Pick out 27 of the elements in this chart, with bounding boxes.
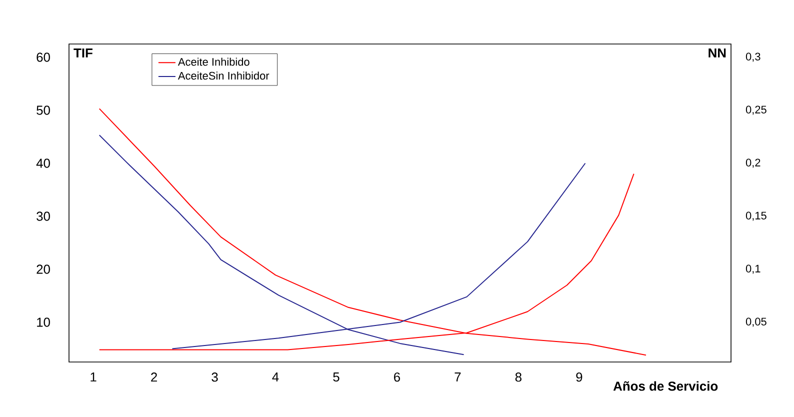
x-tick-label: 1	[90, 372, 96, 382]
x-tick-label: 9	[576, 372, 582, 382]
x-axis-title: Años de Servicio	[613, 381, 718, 391]
y2-tick-label: 0,2	[746, 158, 760, 168]
legend-label: AceiteSin Inhibidor	[178, 72, 270, 80]
x-tick-label: 7	[454, 372, 461, 382]
x-tick-label: 5	[333, 372, 340, 382]
legend-label: Aceite Inhibido	[178, 58, 250, 66]
y-tick-label: 10	[37, 318, 50, 327]
y2-axis-title: NN	[708, 48, 726, 58]
y2-tick-label: 0,05	[746, 318, 766, 327]
y-tick-label: 40	[36, 158, 50, 168]
x-tick-label: 3	[212, 372, 218, 382]
y-tick-label: 30	[36, 212, 50, 221]
y2-tick-label: 0,3	[746, 52, 760, 62]
x-tick-label: 4	[272, 372, 279, 382]
y2-tick-label: 0,1	[746, 264, 760, 274]
y-tick-label: 20	[36, 264, 50, 274]
y-tick-label: 60	[36, 52, 50, 62]
x-tick-label: 6	[394, 372, 400, 382]
y2-tick-label: 0,15	[746, 212, 766, 221]
y-axis-title: TIF	[74, 48, 92, 58]
y-tick-label: 50	[36, 106, 50, 115]
y2-tick-label: 0,25	[746, 106, 766, 115]
x-tick-label: 8	[515, 372, 522, 382]
x-tick-label: 2	[151, 372, 157, 382]
line-series	[98, 108, 646, 356]
